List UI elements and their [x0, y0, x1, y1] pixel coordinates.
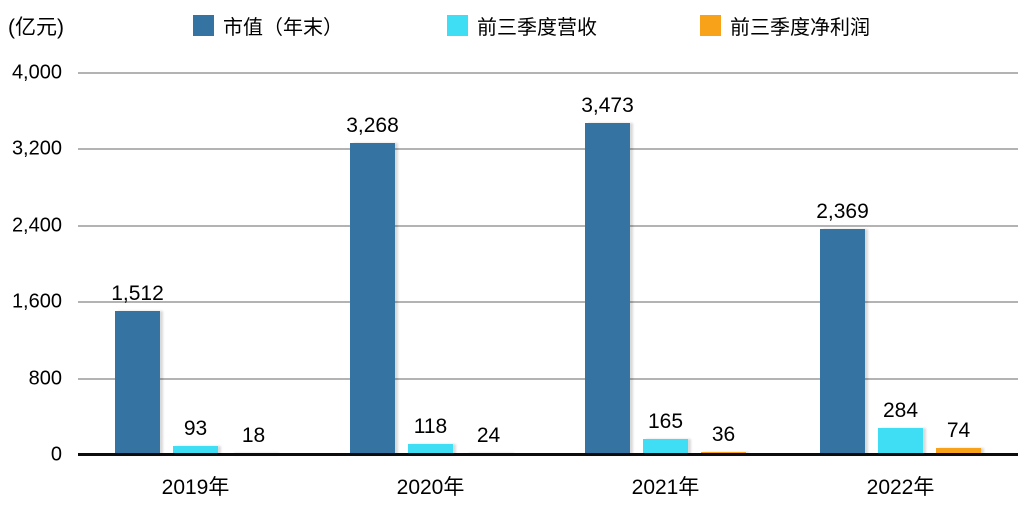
bar-net-profit: 74	[936, 419, 981, 455]
legend-swatch-net-profit	[700, 15, 721, 36]
x-axis-line	[78, 453, 1018, 456]
x-axis-label: 2021年	[631, 476, 700, 499]
y-axis: 4,000 3,200 2,400 1,600 800 0	[0, 62, 62, 466]
legend-swatch-market-cap	[193, 15, 214, 36]
x-axis-label: 2019年	[161, 476, 230, 499]
gridline	[78, 377, 1018, 380]
bar-value-label: 18	[241, 424, 266, 447]
x-axis-label: 2020年	[396, 476, 465, 499]
legend-item-revenue: 前三季度营收	[447, 11, 597, 40]
y-axis-tick: 800	[28, 367, 62, 390]
bar-value-label: 3,473	[581, 94, 634, 117]
legend-label-market-cap: 市值（年末）	[223, 17, 343, 39]
bar-value-label: 2,369	[816, 200, 869, 223]
bar-value-label: 93	[183, 417, 208, 440]
y-axis-tick: 4,000	[11, 61, 62, 84]
y-axis-tick: 1,600	[11, 290, 62, 313]
y-axis-tick: 3,200	[11, 137, 62, 160]
bar-value-label: 165	[647, 410, 684, 433]
legend-label-revenue: 前三季度营收	[477, 17, 597, 39]
plot-area: 1,512 93 18 3,268 118 24 3,473 165 36 2,369 284 74	[78, 72, 1018, 456]
bar-revenue: 93	[173, 417, 218, 455]
bar-revenue: 118	[408, 415, 453, 455]
legend-item-market-cap: 市值（年末）	[193, 11, 343, 40]
bar-group-2021年: 3,473 165 36	[548, 73, 783, 455]
bar-market-cap: 3,268	[346, 114, 399, 455]
gridline	[78, 301, 1018, 304]
y-axis-tick: 0	[50, 443, 62, 466]
bar-value-label: 118	[413, 415, 448, 438]
bar-market-cap: 1,512	[111, 282, 164, 455]
bar-groups: 1,512 93 18 3,268 118 24 3,473 165 36 2,369 284 74	[78, 73, 1018, 455]
bar-value-label: 284	[882, 399, 919, 422]
legend-label-net-profit: 前三季度净利润	[730, 17, 870, 39]
bar-value-label: 3,268	[346, 114, 399, 137]
y-axis-tick: 2,400	[11, 214, 62, 237]
gridline	[78, 224, 1018, 227]
bar-revenue: 165	[643, 410, 688, 455]
bar-market-cap: 3,473	[581, 94, 634, 455]
x-axis-labels: 2019年 2020年 2021年 2022年	[78, 471, 1018, 501]
unit-label: (亿元)	[8, 16, 64, 39]
gridline	[78, 148, 1018, 151]
bar-value-label: 1,512	[111, 282, 164, 305]
bar-value-label: 74	[946, 419, 971, 442]
gridline	[78, 72, 1018, 74]
bar-group-2022年: 2,369 284 74	[783, 73, 1018, 455]
x-axis-label: 2022年	[866, 476, 935, 499]
bar-group-2019年: 1,512 93 18	[78, 73, 313, 455]
legend-item-net-profit: 前三季度净利润	[700, 11, 870, 40]
bar-group-2020年: 3,268 118 24	[313, 73, 548, 455]
bar-revenue: 284	[878, 399, 923, 455]
legend-swatch-revenue	[447, 15, 468, 36]
bar-market-cap: 2,369	[816, 200, 869, 455]
bar-value-label: 24	[476, 424, 501, 447]
bar-value-label: 36	[711, 423, 736, 446]
